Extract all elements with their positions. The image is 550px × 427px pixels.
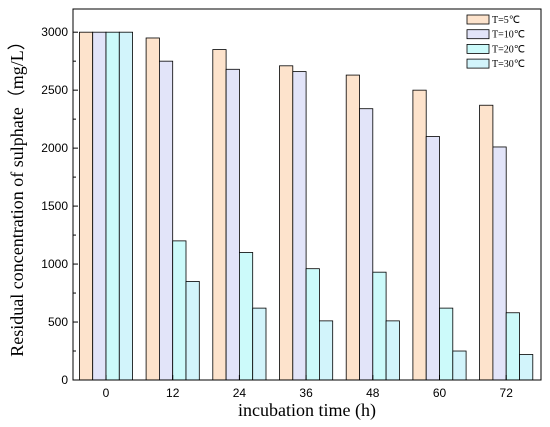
- y-tick-label: 2000: [41, 141, 68, 155]
- bar-60h-series-2: [425, 136, 440, 381]
- bar-36h-series-1: [279, 65, 294, 381]
- bar-0h-series-2: [92, 31, 107, 381]
- bar-24h-series-3: [238, 252, 254, 381]
- y-tick-label: 1000: [41, 257, 68, 271]
- bar-36h-series-4: [318, 320, 334, 381]
- y-axis-title: Residual concentration of sulphate（mg/L）: [7, 32, 27, 356]
- x-tick-label: 0: [103, 386, 110, 400]
- x-tick-label: 24: [233, 386, 247, 400]
- legend: T=5℃ T=10℃ T=20℃ T=30℃: [466, 14, 525, 70]
- y-tick-label: 1500: [41, 199, 68, 213]
- legend-swatch: [466, 44, 490, 54]
- bar-24h-series-1: [212, 49, 227, 381]
- bar-72h-series-2: [492, 146, 507, 381]
- bar-72h-series-4: [519, 354, 534, 381]
- bar-72h-series-1: [479, 104, 494, 381]
- y-tick-label: 0: [61, 373, 68, 387]
- bar-60h-series-3: [439, 307, 454, 381]
- bar-48h-series-3: [372, 271, 387, 381]
- legend-swatch: [466, 58, 490, 69]
- legend-label: T=20℃: [492, 44, 525, 55]
- legend-swatch: [466, 14, 490, 25]
- bar-36h-series-2: [292, 71, 307, 381]
- x-axis-title: incubation time (h): [238, 400, 376, 421]
- legend-label: T=5℃: [492, 15, 520, 26]
- bar-0h-series-4: [118, 31, 134, 381]
- x-tick-label: 36: [299, 386, 313, 400]
- x-tick-label: 12: [166, 386, 180, 400]
- y-axis: 0 500 1000 1500 2000 2500 3000: [41, 25, 78, 387]
- legend-swatch: [466, 29, 490, 40]
- legend-label: T=30℃: [492, 59, 525, 70]
- bar-0h-series-3: [105, 31, 120, 381]
- bar-48h-series-2: [359, 108, 374, 381]
- bar-12h-series-4: [185, 281, 200, 381]
- bar-36h-series-3: [305, 268, 320, 381]
- bar-12h-series-1: [145, 37, 160, 381]
- bar-0h-series-1: [79, 31, 94, 381]
- plot-frame: [72, 8, 542, 381]
- legend-label: T=10℃: [492, 30, 525, 41]
- bar-12h-series-3: [172, 240, 187, 381]
- bars-layer: [79, 31, 534, 381]
- bar-60h-series-1: [412, 89, 427, 381]
- y-tick-label: 3000: [41, 25, 68, 39]
- x-axis: 0 12 24 36 48 60 72: [103, 375, 514, 400]
- x-tick-label: 72: [500, 386, 514, 400]
- bar-72h-series-3: [505, 312, 520, 381]
- y-tick-label: 2500: [41, 83, 68, 97]
- bar-24h-series-4: [252, 307, 267, 381]
- bar-12h-series-2: [158, 60, 174, 381]
- bar-60h-series-4: [452, 350, 467, 381]
- x-tick-label: 60: [433, 386, 447, 400]
- bar-24h-series-2: [225, 68, 240, 381]
- x-tick-label: 48: [366, 386, 380, 400]
- bar-48h-series-1: [345, 74, 360, 381]
- bar-48h-series-4: [385, 320, 400, 381]
- y-tick-label: 500: [48, 315, 68, 329]
